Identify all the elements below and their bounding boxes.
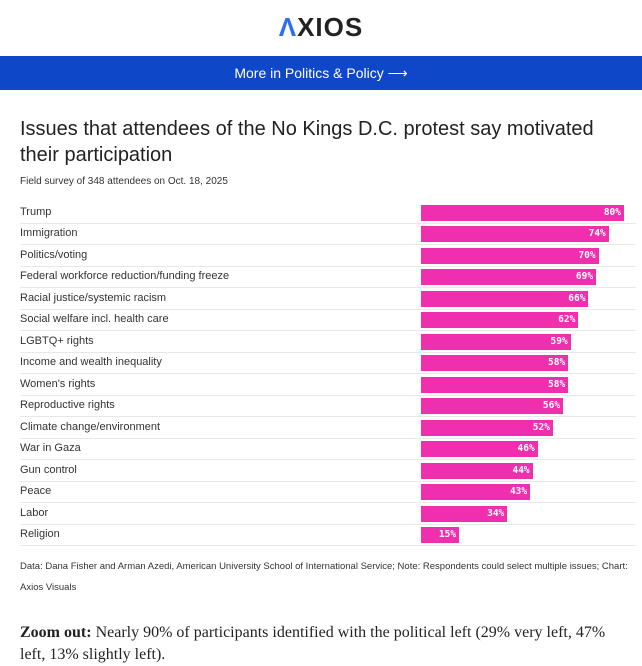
bar: 56% bbox=[421, 398, 564, 415]
chart-row: Income and wealth inequality 58% bbox=[20, 352, 636, 375]
category-label: Reproductive rights bbox=[20, 399, 115, 412]
category-label: Income and wealth inequality bbox=[20, 356, 162, 369]
category-label: Federal workforce reduction/funding free… bbox=[20, 270, 230, 283]
category-label: Gun control bbox=[20, 463, 77, 476]
value-label: 43% bbox=[509, 486, 528, 498]
bar: 15% bbox=[421, 527, 460, 544]
chart-row: Politics/voting 70% bbox=[20, 245, 636, 267]
value-label: 62% bbox=[558, 314, 576, 326]
category-label: War in Gaza bbox=[20, 442, 81, 455]
bar: 34% bbox=[421, 505, 508, 522]
category-label: Peace bbox=[20, 485, 52, 498]
bar: 62% bbox=[421, 312, 579, 329]
bar: 69% bbox=[421, 269, 597, 286]
chart-row: Trump 80% bbox=[20, 202, 636, 224]
bar: 46% bbox=[421, 441, 538, 458]
value-label: 52% bbox=[532, 421, 550, 433]
chart-row: LGBTQ+ rights 59% bbox=[20, 331, 636, 353]
category-label: Labor bbox=[20, 506, 49, 519]
category-label: Climate change/environment bbox=[20, 420, 161, 433]
bar: 52% bbox=[421, 419, 553, 436]
chart-subtitle: Field survey of 348 attendees on Oct. 18… bbox=[20, 176, 228, 187]
more-in-politics-link[interactable]: More in Politics & Policy ⟶ bbox=[0, 56, 642, 90]
chart-title: Issues that attendees of the No Kings D.… bbox=[20, 118, 594, 166]
category-label: Immigration bbox=[20, 227, 78, 240]
paragraph-text: Nearly 90% of participants identified wi… bbox=[20, 624, 606, 663]
value-label: 58% bbox=[548, 357, 566, 369]
value-label: 34% bbox=[487, 507, 505, 519]
bar: 44% bbox=[421, 462, 533, 479]
bar: 74% bbox=[421, 226, 609, 243]
bar-chart: Trump 80% Immigration 74% Politics/voting 70%… bbox=[0, 202, 642, 547]
value-label: 74% bbox=[588, 228, 606, 240]
bar: 58% bbox=[421, 355, 569, 372]
category-label: LGBTQ+ rights bbox=[20, 334, 94, 347]
bar: 43% bbox=[421, 484, 531, 501]
category-label: Trump bbox=[20, 206, 52, 218]
axios-logo[interactable]: ΛXIOS bbox=[278, 12, 364, 42]
article-paragraph: Zoom out: Nearly 90% of participants ide… bbox=[20, 622, 630, 666]
chart-row: Women's rights 58% bbox=[20, 374, 636, 396]
value-label: 15% bbox=[438, 529, 457, 541]
chart-row: Social welfare incl. health care 62% bbox=[20, 309, 636, 332]
category-label: Politics/voting bbox=[20, 248, 88, 261]
bar: 66% bbox=[421, 290, 589, 307]
category-label: Women's rights bbox=[20, 377, 96, 390]
value-label: 56% bbox=[542, 400, 561, 412]
value-label: 58% bbox=[548, 378, 566, 390]
value-label: 66% bbox=[568, 292, 586, 304]
value-label: 44% bbox=[512, 464, 530, 476]
chart-row: Religion 15% bbox=[20, 524, 636, 547]
chart-row: Immigration 74% bbox=[20, 223, 636, 246]
chart-row: Peace 43% bbox=[20, 481, 636, 504]
chart-row: Racial justice/systemic racism 66% bbox=[20, 288, 636, 310]
value-label: 59% bbox=[550, 335, 568, 347]
value-label: 69% bbox=[575, 271, 594, 283]
category-label: Religion bbox=[20, 528, 60, 541]
chart-row: Climate change/environment 52% bbox=[20, 417, 636, 439]
value-label: 80% bbox=[603, 207, 621, 218]
chart-row: War in Gaza 46% bbox=[20, 438, 636, 461]
bar: 80% bbox=[421, 205, 624, 221]
chart-row: Gun control 44% bbox=[20, 460, 636, 482]
value-label: 70% bbox=[578, 249, 596, 261]
bar: 59% bbox=[421, 333, 571, 350]
bar: 70% bbox=[421, 247, 599, 264]
chart-row: Labor 34% bbox=[20, 503, 636, 525]
category-label: Racial justice/systemic racism bbox=[20, 291, 167, 304]
lead-in: Zoom out: bbox=[20, 624, 92, 641]
bar: 58% bbox=[421, 376, 569, 393]
category-label: Social welfare incl. health care bbox=[20, 313, 169, 326]
value-label: 46% bbox=[517, 443, 535, 455]
chart-row: Reproductive rights 56% bbox=[20, 395, 636, 418]
chart-note: Data: Dana Fisher and Arman Azedi, Ameri… bbox=[20, 561, 628, 593]
chart-row: Federal workforce reduction/funding free… bbox=[20, 266, 636, 289]
